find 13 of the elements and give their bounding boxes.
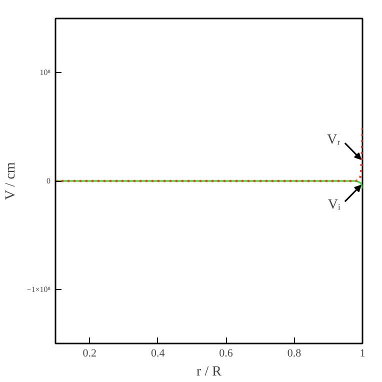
x-tick-label: 0.8	[287, 348, 302, 360]
annotation: Vᵣ	[327, 132, 340, 148]
x-axis-title: r / R	[196, 364, 222, 380]
x-tick-label: 1	[360, 348, 366, 360]
y-axis-title: V / cm	[4, 162, 19, 200]
x-tick-label: 0.6	[219, 348, 234, 360]
line-series	[56, 126, 362, 182]
annotation: Vᵢ	[328, 197, 342, 212]
y-tick-label: 0	[46, 176, 50, 186]
x-tick-label: 0.2	[82, 348, 96, 360]
y-tick-label: 10⁸	[40, 68, 51, 78]
y-tick-label: −1×10⁸	[26, 284, 51, 294]
x-tick-label: 0.4	[150, 348, 166, 360]
